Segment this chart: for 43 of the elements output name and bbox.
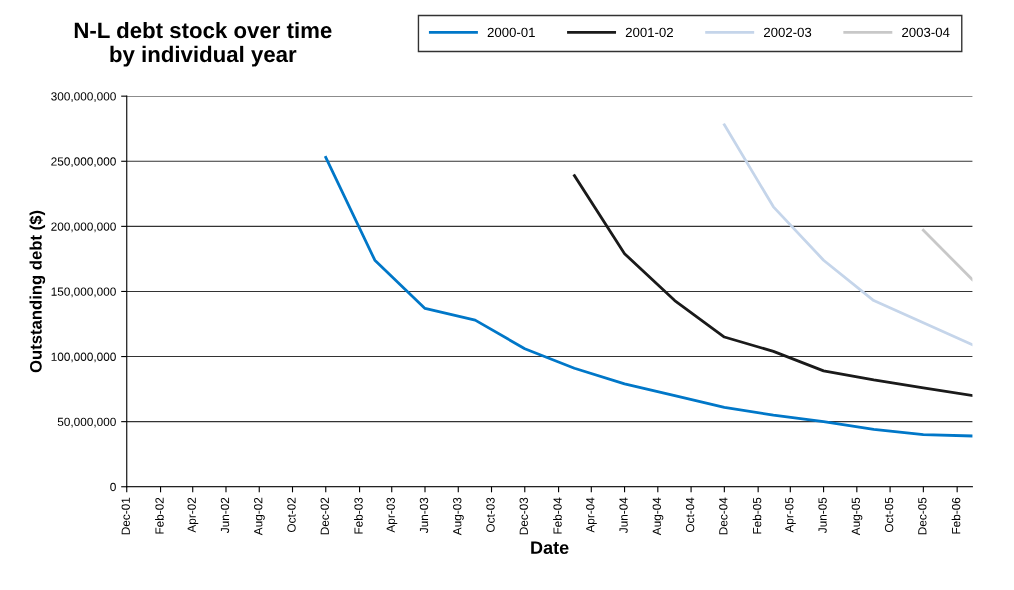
x-tick-label: Feb-05 [752,497,762,534]
x-tick-label: Dec-01 [121,497,130,535]
legend-label: 2002-03 [764,27,812,38]
legend-label: 2000-01 [487,27,535,38]
x-axis-title: Date [531,541,569,555]
x-tick-label: Oct-04 [685,497,695,533]
x-tick-label: Oct-03 [486,497,495,533]
x-tick-label: Aug-04 [652,497,664,536]
line-series [324,155,973,438]
x-tick-label: Aug-03 [453,497,464,536]
x-tick-label: Oct-02 [287,497,296,533]
legend-label: 2003-04 [902,27,950,38]
x-tick-label: Apr-02 [187,497,199,533]
x-tick-label: Feb-03 [354,497,363,534]
y-tick-label: 50,000,000 [57,417,116,428]
x-tick-label: Feb-04 [553,497,562,534]
x-tick-label: Aug-05 [851,497,863,536]
y-tick-label: 250,000,000 [51,157,116,168]
legend-label: 2001-02 [625,27,673,38]
y-tick-label: 150,000,000 [51,287,116,298]
x-tick-label: Apr-03 [386,497,398,533]
y-tick-label: 200,000,000 [51,222,116,233]
x-tick-label: Feb-02 [155,497,164,534]
x-tick-label: Jun-04 [619,497,628,534]
y-tick-label: 0 [110,482,116,492]
x-tick-label: Jun-02 [220,497,230,534]
chart-title: N-L debt stock over time by individual year [74,21,332,67]
line-series [573,174,973,397]
x-tick-label: Apr-04 [586,497,597,533]
x-tick-label: Dec-03 [519,497,528,535]
y-tick-label: 100,000,000 [51,352,116,363]
x-tick-label: Dec-04 [719,497,728,535]
x-tick-label: Jun-03 [419,497,429,534]
y-axis-title: Outstanding debt ($) [29,210,46,373]
x-tick-label: Dec-05 [918,497,927,535]
y-tick-label: 300,000,000 [51,92,116,102]
x-tick-label: Oct-05 [884,497,894,533]
x-tick-label: Aug-02 [254,497,265,536]
x-tick-label: Jun-05 [818,497,827,534]
x-tick-label: Dec-02 [320,497,329,535]
x-tick-label: Feb-06 [951,497,961,534]
x-tick-label: Apr-05 [785,497,796,533]
line-series [722,123,973,347]
